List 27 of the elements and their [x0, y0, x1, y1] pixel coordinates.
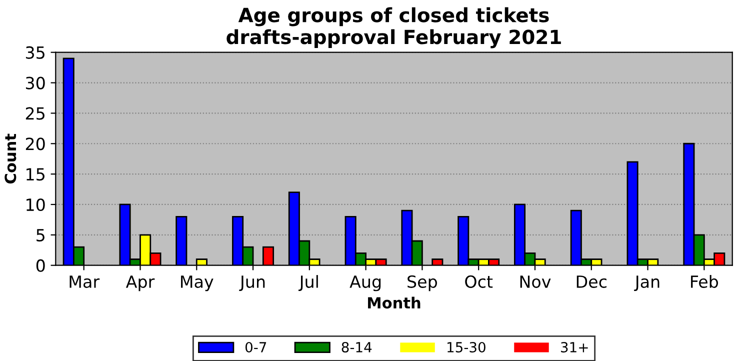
x-tick-label: Nov: [520, 276, 551, 288]
x-tick-label: Aug: [350, 276, 381, 292]
y-tick-label: 15: [26, 168, 44, 181]
y-tick-label: 20: [26, 138, 45, 150]
legend-label: 31+: [561, 342, 588, 352]
legend-label: 15-30: [448, 342, 486, 352]
y-tick-label: 30: [26, 76, 45, 90]
y-axis-title: Count: [4, 134, 16, 184]
y-tick-label: 10: [26, 198, 45, 212]
x-tick-label: Apr: [126, 276, 155, 292]
x-tick-label: Feb: [691, 275, 718, 288]
legend-label: 0-7: [245, 342, 266, 352]
x-tick-label: Jul: [298, 275, 318, 292]
y-tick-label: 25: [26, 107, 44, 120]
x-tick-label: Oct: [465, 275, 493, 288]
y-tick-label: 0: [36, 259, 45, 272]
x-axis-title: Month: [368, 296, 420, 309]
x-tick-label: Jun: [239, 276, 265, 292]
x-tick-label: Mar: [70, 276, 100, 288]
x-tick-label: May: [181, 276, 214, 292]
y-tick-label: 35: [26, 46, 44, 59]
chart-title: Age groups of closed tickets drafts-approval February 2021: [226, 7, 561, 48]
x-tick-label: Dec: [576, 276, 606, 288]
x-tick-label: Sep: [408, 275, 437, 292]
y-tick-label: 5: [36, 229, 44, 242]
legend-label: 8-14: [342, 342, 372, 352]
x-tick-label: Jan: [634, 276, 660, 292]
